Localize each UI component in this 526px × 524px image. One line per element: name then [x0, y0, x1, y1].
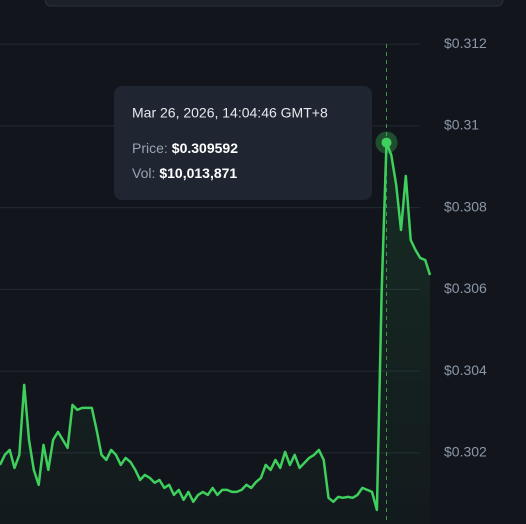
y-tick-label: $0.312 [444, 35, 487, 51]
y-tick-label: $0.304 [444, 362, 487, 378]
price-label: Price: [132, 140, 168, 156]
vol-value: $10,013,871 [159, 165, 237, 181]
vol-label: Vol: [132, 165, 155, 181]
price-value: $0.309592 [172, 140, 238, 156]
tooltip-vol: Vol: $10,013,871 [132, 165, 237, 181]
y-tick-label: $0.306 [444, 280, 487, 296]
tooltip-date: Mar 26, 2026, 14:04:46 GMT+8 [132, 105, 328, 121]
tooltip: Mar 26, 2026, 14:04:46 GMT+8 Price: $0.30… [114, 86, 372, 200]
y-tick-label: $0.302 [444, 444, 487, 460]
tooltip-box [114, 86, 372, 200]
price-line [0, 141, 432, 512]
y-tick-label: $0.308 [444, 198, 487, 214]
top-panel [44, 0, 504, 7]
y-tick-label: $0.31 [444, 117, 479, 133]
tooltip-price: Price: $0.309592 [132, 140, 238, 156]
hover-point [381, 137, 392, 148]
